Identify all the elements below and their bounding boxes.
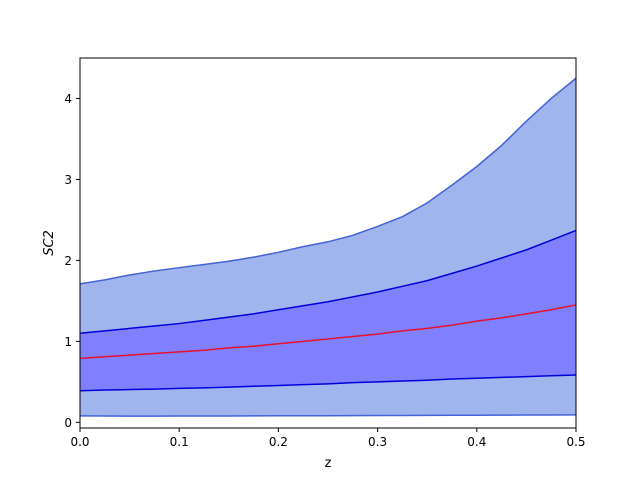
x-tick-label: 0.5 bbox=[566, 435, 585, 449]
x-axis-label: z bbox=[325, 456, 332, 471]
x-ticks: 0.0 0.1 0.2 0.3 0.4 0.5 bbox=[70, 428, 586, 449]
y-tick-label: 0 bbox=[64, 416, 72, 430]
y-axis-label: SC2 bbox=[42, 230, 57, 256]
band-inner-lower-edge bbox=[79, 374, 577, 392]
x-tick-label: 0.0 bbox=[70, 435, 89, 449]
bands-layer bbox=[80, 78, 576, 417]
axes-frame bbox=[79, 57, 577, 429]
y-tick-label: 3 bbox=[64, 173, 72, 187]
x-tick-label: 0.4 bbox=[467, 435, 486, 449]
x-tick-label: 0.1 bbox=[170, 435, 189, 449]
y-tick-label: 1 bbox=[64, 335, 72, 349]
x-tick-label: 0.2 bbox=[269, 435, 288, 449]
band-outer-upper-edge bbox=[79, 77, 577, 285]
y-ticks: 0 1 2 3 4 bbox=[64, 92, 80, 430]
band-inner-upper-edge bbox=[79, 229, 577, 335]
y-tick-label: 4 bbox=[64, 92, 72, 106]
lines-layer bbox=[79, 77, 577, 417]
band-outer-lower-edge bbox=[79, 414, 577, 417]
y-tick-label: 2 bbox=[64, 254, 72, 268]
x-tick-label: 0.3 bbox=[368, 435, 387, 449]
series-line-0 bbox=[79, 304, 577, 360]
